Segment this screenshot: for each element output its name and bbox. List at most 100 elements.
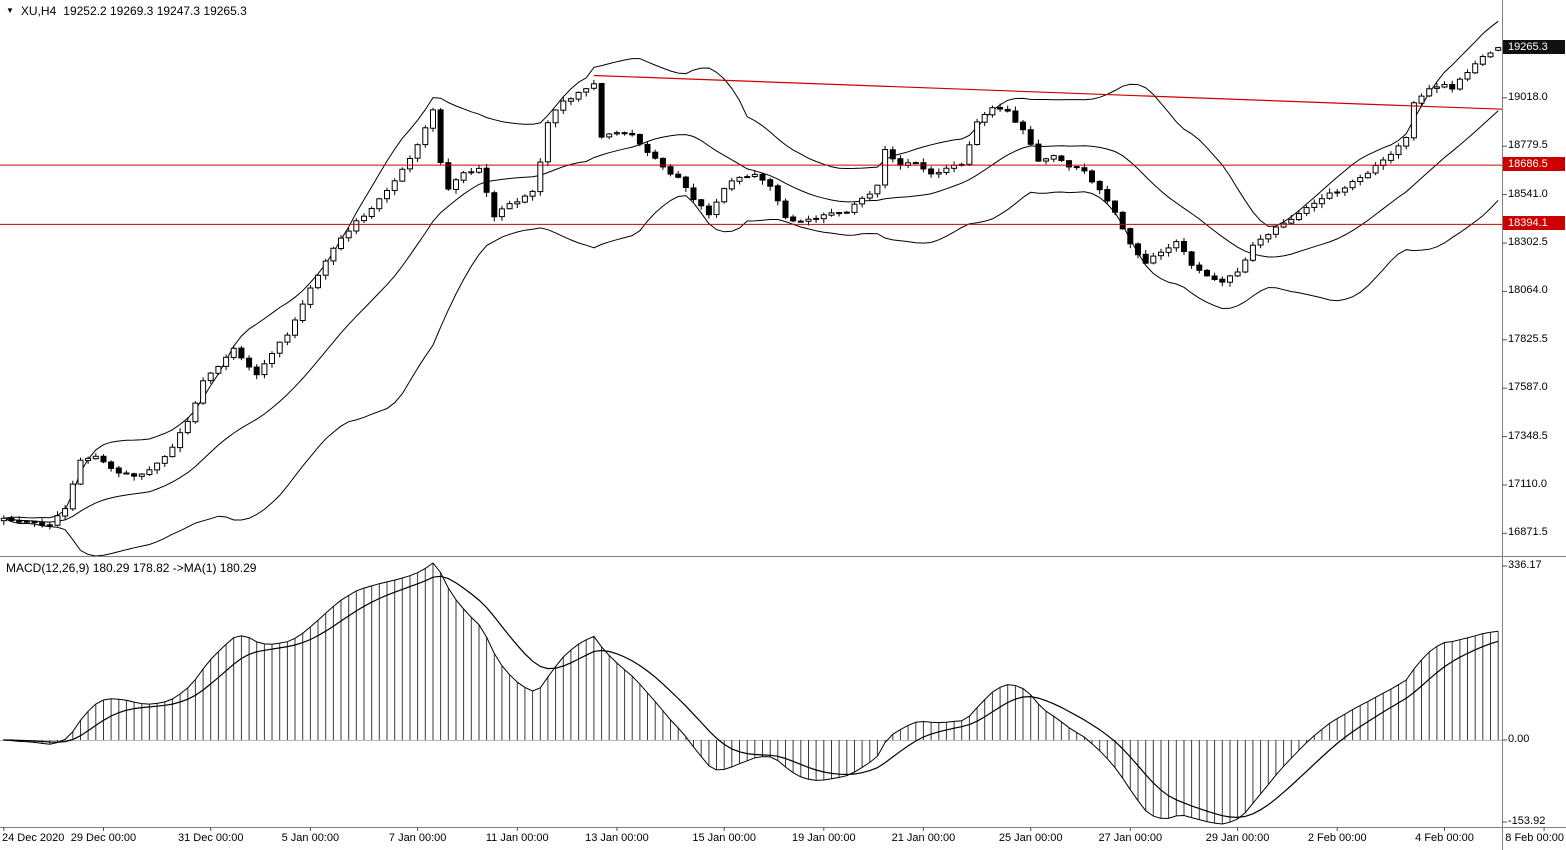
candle	[667, 164, 674, 177]
candle	[1272, 226, 1279, 238]
candle	[1242, 257, 1249, 274]
candle	[843, 210, 850, 214]
candle	[1433, 82, 1440, 94]
collapse-quote-icon[interactable]: ▼	[6, 6, 14, 15]
candle	[69, 480, 76, 511]
macd-tick-label: -153.92	[1508, 815, 1546, 827]
macd-signal-line	[3, 575, 1499, 819]
candle	[253, 364, 260, 380]
time-tick-label: 31 Dec 00:00	[178, 832, 244, 844]
candle	[123, 470, 130, 475]
candle	[1096, 180, 1103, 195]
candle	[1188, 251, 1195, 269]
macd-tick-label: 0.00	[1508, 733, 1530, 745]
price-tick-label: 17587.0	[1508, 381, 1548, 394]
time-tick-label: 29 Dec 00:00	[70, 832, 137, 844]
candle	[1150, 252, 1157, 265]
candle	[820, 212, 827, 224]
candle	[23, 520, 30, 524]
time-tick-label: 29 Jan 00:00	[1205, 832, 1270, 844]
candle	[1249, 242, 1256, 262]
candle	[1004, 105, 1011, 113]
time-tick-label: 25 Jan 00:00	[998, 832, 1063, 844]
candle	[613, 130, 620, 136]
candle	[299, 300, 306, 323]
candle	[1027, 126, 1034, 147]
candle	[307, 285, 314, 309]
price-axis[interactable]: 19018.0 18779.5 18541.0 18302.5 18064.0 17825…	[1502, 0, 1566, 850]
time-tick-label: 11 Jan 00:00	[485, 832, 549, 844]
candle	[1487, 51, 1494, 58]
candle	[659, 157, 666, 170]
candle	[636, 133, 643, 147]
candle	[567, 97, 574, 106]
candle	[1395, 143, 1402, 159]
candle	[1181, 238, 1187, 255]
candles	[0, 46, 1502, 530]
candle	[269, 351, 275, 368]
candle	[1349, 179, 1356, 191]
candle	[92, 453, 99, 460]
candle	[744, 174, 751, 179]
candle	[997, 103, 1004, 112]
time-tick-label: 7 Jan 00:00	[388, 832, 447, 844]
candle	[859, 196, 866, 208]
candle	[851, 202, 858, 215]
candle	[1449, 80, 1456, 93]
candle	[77, 457, 84, 486]
candle	[1020, 120, 1026, 135]
candle	[1387, 151, 1394, 164]
candle	[1234, 267, 1241, 277]
candle	[521, 194, 528, 204]
candle	[836, 211, 843, 217]
candle	[652, 149, 659, 160]
candle	[1357, 174, 1364, 186]
candle	[966, 141, 973, 166]
time-tick-label: 8 Feb 00:00	[1505, 832, 1564, 844]
candle	[1495, 46, 1502, 52]
candle	[1280, 219, 1287, 229]
bollinger-upper-line	[3, 20, 1499, 519]
axis-tick-marks	[3, 97, 1545, 831]
candle	[1372, 162, 1379, 176]
candle	[246, 355, 253, 371]
bollinger-lower-line	[3, 191, 1499, 557]
candle	[1334, 189, 1341, 197]
candle	[1196, 261, 1203, 274]
candle	[1165, 243, 1172, 257]
candle	[1043, 157, 1049, 165]
candle	[338, 235, 344, 251]
candle	[85, 456, 92, 464]
candle	[177, 428, 184, 453]
candle	[1464, 69, 1471, 82]
price-tick-label: 16871.5	[1508, 526, 1548, 539]
candle	[1441, 81, 1448, 89]
candle	[445, 158, 452, 191]
candle	[935, 168, 942, 178]
candle	[39, 518, 46, 528]
candle	[828, 208, 835, 217]
candle	[767, 177, 774, 191]
candle	[292, 317, 298, 339]
time-tick-label: 5 Jan 00:00	[281, 832, 340, 844]
candle	[414, 143, 421, 162]
candle	[1426, 84, 1433, 98]
candle	[644, 141, 651, 157]
candle	[1112, 200, 1118, 216]
time-tick-label: 21 Jan 00:00	[891, 832, 956, 844]
candle	[345, 227, 352, 242]
candle	[629, 129, 636, 137]
candle	[1211, 272, 1218, 281]
candle	[1418, 93, 1425, 108]
candle	[108, 460, 115, 472]
candle	[422, 125, 429, 148]
time-axis[interactable]: 24 Dec 2020 29 Dec 00:00 31 Dec 00:00 5 Jan…	[0, 829, 1566, 850]
ohlc-values: 19252.2 19269.3 19247.3 19265.3	[63, 4, 247, 18]
candle	[16, 516, 23, 524]
candle	[1012, 106, 1019, 123]
candle	[8, 515, 15, 522]
bollinger-middle-line	[3, 110, 1499, 523]
trendline[interactable]	[593, 74, 1503, 110]
candle	[1288, 215, 1295, 225]
